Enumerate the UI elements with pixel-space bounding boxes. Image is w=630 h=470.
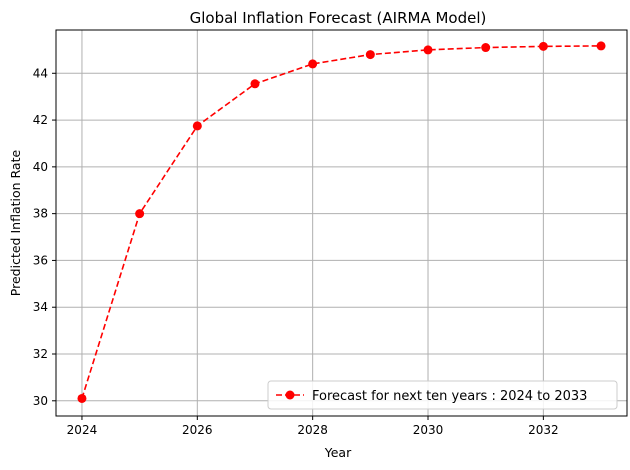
y-tick-label: 38 <box>33 207 48 221</box>
data-point <box>423 45 433 55</box>
y-tick-label: 42 <box>33 113 48 127</box>
x-axis-title: Year <box>324 445 352 460</box>
series-group <box>77 41 606 403</box>
y-tick-label: 30 <box>33 394 48 408</box>
data-point <box>596 41 606 51</box>
x-tick-label: 2030 <box>413 423 444 437</box>
y-tick-label: 34 <box>33 300 48 314</box>
data-point <box>365 50 375 60</box>
legend-marker-sample <box>285 390 295 400</box>
axis-ticks: 2024 2026 2028 2030 2032 30 32 34 36 38 40 42 44 <box>33 66 559 437</box>
y-tick-label: 32 <box>33 347 48 361</box>
y-tick-label: 40 <box>33 160 48 174</box>
plot-area-frame <box>55 29 628 417</box>
legend: Forecast for next ten years : 2024 to 20… <box>267 380 618 410</box>
legend-box <box>267 380 618 410</box>
grid-lines <box>56 30 627 416</box>
x-tick-label: 2024 <box>67 423 98 437</box>
y-tick-label: 36 <box>33 253 48 267</box>
data-point <box>192 121 202 131</box>
series-line <box>81 45 602 399</box>
data-point <box>308 59 318 69</box>
y-tick-label: 44 <box>33 66 48 80</box>
x-tick-label: 2032 <box>528 423 559 437</box>
chart-title: Global Inflation Forecast (AIRMA Model) <box>190 9 487 27</box>
legend-label: Forecast for next ten years : 2024 to 20… <box>312 389 587 404</box>
data-point <box>250 79 260 89</box>
data-point <box>538 41 548 51</box>
x-tick-label: 2028 <box>297 423 328 437</box>
data-point <box>135 209 145 219</box>
data-point <box>481 43 491 53</box>
data-point <box>77 393 87 403</box>
x-tick-label: 2026 <box>182 423 213 437</box>
y-axis-title: Predicted Inflation Rate <box>8 150 23 297</box>
